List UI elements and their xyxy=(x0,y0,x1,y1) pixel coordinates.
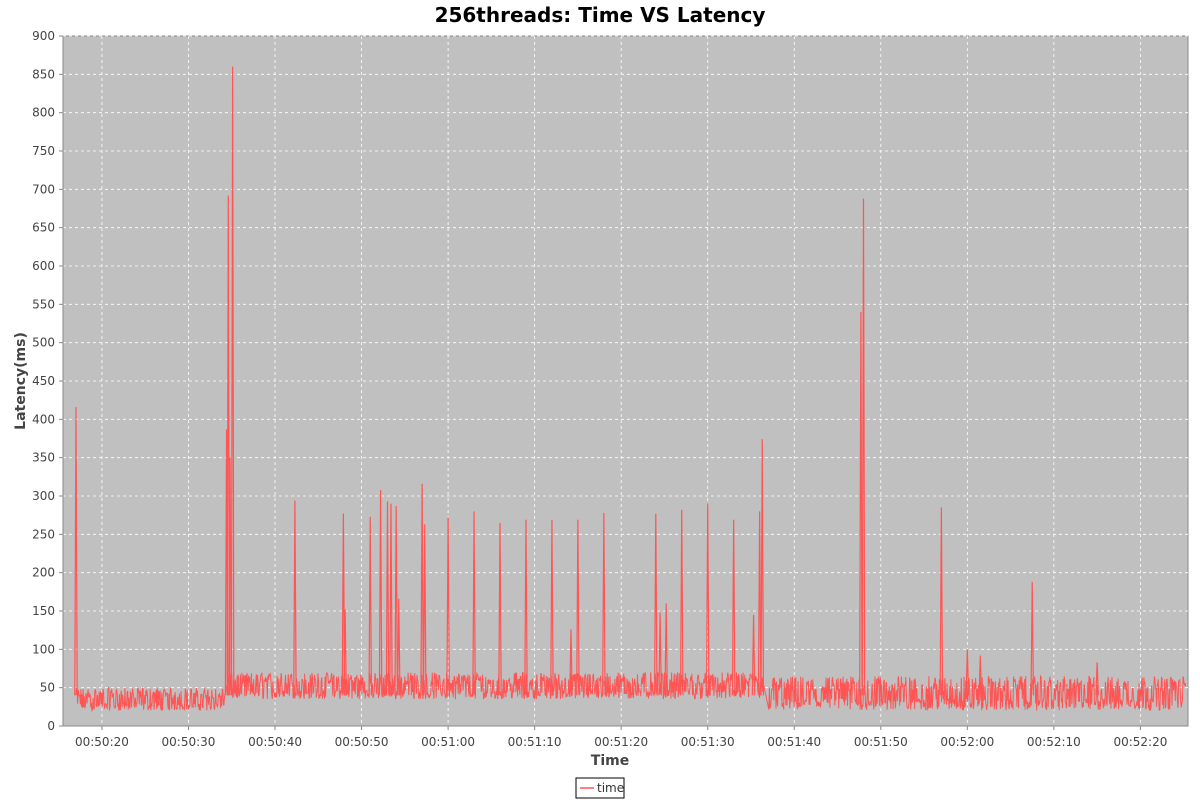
latency-spike xyxy=(385,501,390,696)
latency-spike xyxy=(230,66,235,696)
y-axis-label: Latency(ms) xyxy=(13,332,29,430)
legend-box xyxy=(575,777,625,799)
y-tick-label: 200 xyxy=(32,566,55,580)
x-tick-label: 00:51:50 xyxy=(854,735,908,749)
latency-spike xyxy=(658,612,662,696)
latency-spike xyxy=(74,407,78,696)
y-tick-label: 100 xyxy=(32,642,55,656)
y-tick-label: 750 xyxy=(32,144,55,158)
x-tick-label: 00:51:00 xyxy=(421,735,475,749)
y-tick-label: 800 xyxy=(32,106,55,120)
latency-spike xyxy=(550,519,554,696)
latency-spike xyxy=(861,198,866,696)
x-tick-label: 00:50:40 xyxy=(248,735,302,749)
latency-spike xyxy=(731,519,736,696)
latency-spike xyxy=(859,311,863,696)
x-tick-label: 00:50:20 xyxy=(75,735,129,749)
latency-spike xyxy=(569,629,573,696)
y-tick-label: 650 xyxy=(32,221,55,235)
y-tick-label: 450 xyxy=(32,374,55,388)
latency-spike xyxy=(228,457,232,696)
latency-spike xyxy=(1030,581,1035,696)
y-tick-label: 900 xyxy=(32,29,55,43)
latency-spike xyxy=(446,517,450,696)
latency-spike xyxy=(389,503,393,696)
x-tick-label: 00:50:30 xyxy=(162,735,216,749)
latency-spike xyxy=(524,519,528,696)
latency-spike xyxy=(396,598,401,696)
x-axis-ticks: 00:50:20 00:50:30 00:50:40 00:50:50 00:51:00… xyxy=(75,726,1167,749)
latency-spike xyxy=(498,522,502,696)
latency-spike xyxy=(378,489,383,696)
y-tick-label: 500 xyxy=(32,336,55,350)
legend-label-time: time xyxy=(597,781,624,795)
grid-lines xyxy=(63,35,1188,726)
x-tick-label: 00:51:10 xyxy=(508,735,562,749)
x-tick-label: 00:51:20 xyxy=(594,735,648,749)
y-tick-label: 250 xyxy=(32,527,55,541)
latency-spike xyxy=(368,516,373,696)
latency-spike xyxy=(422,524,427,696)
latency-spike xyxy=(420,483,424,696)
latency-spike xyxy=(978,655,983,696)
y-tick-label: 50 xyxy=(40,681,55,695)
y-tick-label: 550 xyxy=(32,297,55,311)
x-tick-label: 00:52:20 xyxy=(1113,735,1167,749)
latency-spike xyxy=(576,519,580,696)
latency-spike xyxy=(293,500,297,696)
y-axis-ticks: 0 50 100 150 200 250 300 350 400 450 500 550 600 650 7… xyxy=(32,29,63,733)
y-tick-label: 150 xyxy=(32,604,55,618)
latency-spike xyxy=(679,509,684,696)
latency-spike xyxy=(757,511,762,696)
latency-spike xyxy=(394,505,398,696)
x-tick-label: 00:52:10 xyxy=(1027,735,1081,749)
latency-spike xyxy=(705,503,710,696)
legend: time xyxy=(575,777,625,799)
latency-spike xyxy=(472,511,476,696)
latency-spike xyxy=(664,603,668,696)
latency-spike xyxy=(939,507,944,696)
latency-spike xyxy=(751,614,756,696)
y-tick-label: 400 xyxy=(32,412,55,426)
y-tick-label: 700 xyxy=(32,182,55,196)
chart-title: 256threads: Time VS Latency xyxy=(435,3,766,27)
y-tick-label: 0 xyxy=(47,719,55,733)
series-time xyxy=(74,66,1187,713)
x-tick-label: 00:52:00 xyxy=(940,735,994,749)
y-tick-label: 300 xyxy=(32,489,55,503)
latency-spike xyxy=(343,609,347,696)
latency-spike xyxy=(602,512,606,696)
latency-spike xyxy=(1095,662,1099,696)
latency-spike xyxy=(653,513,658,696)
x-axis-label: Time xyxy=(591,753,629,769)
series-line-time xyxy=(75,671,1187,713)
latency-spike xyxy=(760,439,765,696)
y-tick-label: 850 xyxy=(32,67,55,81)
x-tick-label: 00:51:40 xyxy=(767,735,821,749)
latency-spike xyxy=(965,649,970,696)
y-tick-label: 350 xyxy=(32,451,55,465)
x-tick-label: 00:50:50 xyxy=(335,735,389,749)
y-tick-label: 600 xyxy=(32,259,55,273)
x-tick-label: 00:51:30 xyxy=(681,735,735,749)
